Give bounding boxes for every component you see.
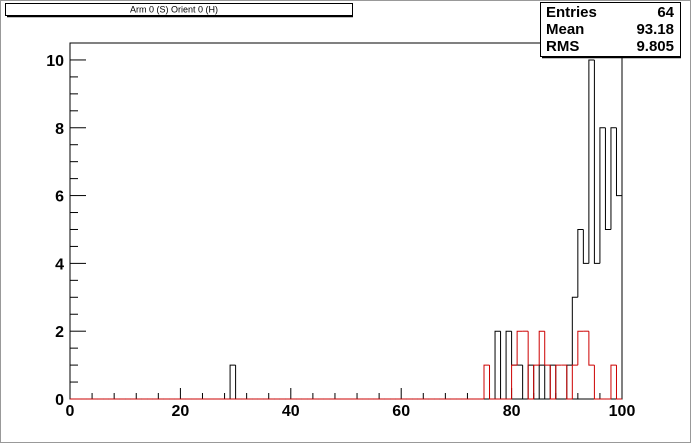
histogram-bin <box>516 330 523 366</box>
histogram-bin <box>555 364 562 399</box>
x-tick-label: 60 <box>392 403 410 420</box>
histogram-bin <box>615 365 622 400</box>
histogram-bin <box>483 364 490 399</box>
histogram-bin <box>610 127 617 230</box>
histogram-bin <box>588 331 595 366</box>
histogram-bin <box>489 365 496 400</box>
histogram-bin <box>494 330 501 399</box>
histogram-bin <box>533 364 540 399</box>
histogram-bin <box>577 228 584 298</box>
histogram-bin <box>549 365 556 400</box>
stats-label: Mean <box>546 21 584 38</box>
histogram-bin <box>544 331 551 366</box>
histogram-bin <box>577 330 584 366</box>
x-tick-label: 20 <box>172 403 190 420</box>
x-tick-label: 80 <box>503 403 521 420</box>
histogram-bin <box>582 229 589 264</box>
histogram-bin <box>229 364 236 399</box>
stats-box <box>540 2 681 57</box>
y-tick-label: 8 <box>55 121 64 138</box>
histogram-bin <box>593 59 600 264</box>
x-tick-label: 100 <box>609 403 636 420</box>
histogram-bin <box>566 365 573 400</box>
histogram-bin <box>571 364 578 399</box>
histogram-bin <box>593 365 600 400</box>
title-box <box>5 3 353 16</box>
stats-label: Entries <box>546 4 597 21</box>
stats-value: 93.18 <box>636 21 674 38</box>
y-tick-label: 10 <box>46 53 64 70</box>
histogram-bin <box>610 364 617 399</box>
stats-label: RMS <box>546 38 579 55</box>
y-tick-label: 6 <box>55 189 64 206</box>
histogram-bin <box>571 296 578 366</box>
chart-title: Arm 0 (S) Orient 0 (H) <box>130 5 218 15</box>
histogram-bin <box>588 59 595 264</box>
histogram-bin <box>544 365 551 400</box>
histogram-bin <box>511 364 518 399</box>
histogram-bin <box>522 365 529 400</box>
histogram-bin <box>599 127 606 264</box>
x-tick-label: 40 <box>282 403 300 420</box>
y-tick-label: 4 <box>55 256 64 273</box>
histogram-bin <box>538 330 545 366</box>
stats-value: 9.805 <box>636 38 674 55</box>
histogram-bin <box>505 330 512 399</box>
x-tick-label: 0 <box>66 403 75 420</box>
y-tick-label: 2 <box>55 324 64 341</box>
histogram-bin <box>615 127 622 197</box>
stats-value: 64 <box>657 4 674 21</box>
histogram-bin <box>604 127 611 230</box>
y-tick-label: 0 <box>55 392 64 409</box>
histogram-bin <box>527 331 534 400</box>
